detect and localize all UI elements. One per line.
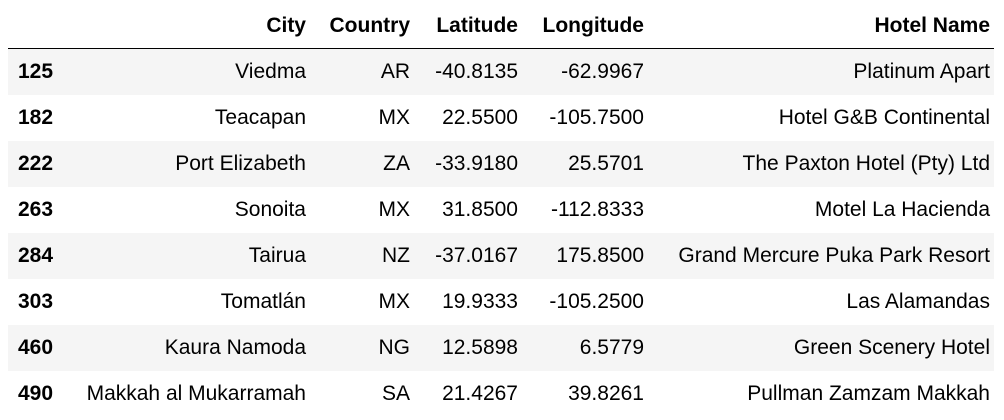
cell-city: Tairua (248, 243, 306, 267)
table-row: 125 Viedma AR -40.8135 -62.9967 Platinum… (8, 48, 994, 95)
header-longitude: Longitude (522, 4, 648, 49)
table-row: 303 Tomatlán MX 19.9333 -105.2500 Las Al… (8, 278, 994, 325)
cell-hotel-name: Hotel G&B Continental (778, 105, 990, 129)
header-latitude: Latitude (414, 4, 522, 49)
row-index: 284 (18, 243, 54, 267)
cell-latitude: -37.0167 (435, 243, 518, 267)
cell-latitude: 31.8500 (442, 197, 518, 221)
row-index: 490 (18, 381, 54, 405)
cell-longitude: -112.8333 (550, 197, 644, 221)
cell-country: MX (378, 105, 411, 129)
cell-latitude: 21.4267 (442, 381, 518, 405)
cell-longitude: 25.5701 (568, 151, 644, 175)
cell-country: NZ (382, 243, 410, 267)
header-country: Country (310, 4, 414, 49)
cell-latitude: -33.9180 (435, 151, 518, 175)
row-index: 125 (18, 59, 54, 83)
cell-hotel-name: Green Scenery Hotel (793, 335, 990, 359)
table-row: 263 Sonoita MX 31.8500 -112.8333 Motel L… (8, 186, 994, 233)
table-row: 490 Makkah al Mukarramah SA 21.4267 39.8… (8, 370, 994, 417)
cell-longitude: 39.8261 (568, 381, 644, 405)
cell-city: Teacapan (214, 105, 306, 129)
cell-latitude: -40.8135 (435, 59, 518, 83)
header-hotel-name: Hotel Name (648, 4, 994, 49)
row-index: 222 (18, 151, 54, 175)
cell-longitude: -62.9967 (561, 59, 644, 83)
row-index: 303 (18, 289, 54, 313)
row-index: 263 (18, 197, 54, 221)
cell-longitude: -105.2500 (549, 289, 644, 313)
cell-hotel-name: Platinum Apart (853, 59, 990, 83)
cell-country: MX (378, 197, 411, 221)
cell-city: Viedma (235, 59, 306, 83)
cell-country: NG (378, 335, 411, 359)
cell-latitude: 19.9333 (442, 289, 518, 313)
hotel-dataframe-table: City Country Latitude Longitude Hotel Na… (8, 4, 994, 417)
table-row: 460 Kaura Namoda NG 12.5898 6.5779 Green… (8, 324, 994, 371)
table-header: City Country Latitude Longitude Hotel Na… (8, 4, 994, 49)
cell-city: Port Elizabeth (175, 151, 306, 175)
table-row: 182 Teacapan MX 22.5500 -105.7500 Hotel … (8, 94, 994, 141)
cell-hotel-name: Pullman Zamzam Makkah (747, 381, 990, 405)
header-index (8, 4, 70, 49)
cell-latitude: 22.5500 (442, 105, 518, 129)
cell-hotel-name: The Paxton Hotel (Pty) Ltd (742, 151, 990, 175)
cell-country: AR (380, 59, 410, 83)
row-index: 460 (18, 335, 54, 359)
cell-longitude: 6.5779 (579, 335, 644, 359)
cell-longitude: -105.7500 (549, 105, 644, 129)
cell-hotel-name: Motel La Hacienda (814, 197, 990, 221)
header-row: City Country Latitude Longitude Hotel Na… (8, 4, 994, 49)
cell-city: Tomatlán (220, 289, 306, 313)
cell-country: ZA (383, 151, 410, 175)
cell-hotel-name: Grand Mercure Puka Park Resort (678, 243, 990, 267)
cell-city: Sonoita (234, 197, 306, 221)
table-row: 222 Port Elizabeth ZA -33.9180 25.5701 T… (8, 140, 994, 187)
header-city: City (70, 4, 310, 49)
cell-latitude: 12.5898 (442, 335, 518, 359)
cell-country: SA (381, 381, 410, 405)
table-body: 125 Viedma AR -40.8135 -62.9967 Platinum… (8, 48, 994, 417)
cell-country: MX (378, 289, 411, 313)
cell-longitude: 175.8500 (556, 243, 644, 267)
cell-city: Makkah al Mukarramah (86, 381, 306, 405)
table-row: 284 Tairua NZ -37.0167 175.8500 Grand Me… (8, 232, 994, 279)
cell-city: Kaura Namoda (164, 335, 306, 359)
cell-hotel-name: Las Alamandas (846, 289, 990, 313)
row-index: 182 (18, 105, 54, 129)
